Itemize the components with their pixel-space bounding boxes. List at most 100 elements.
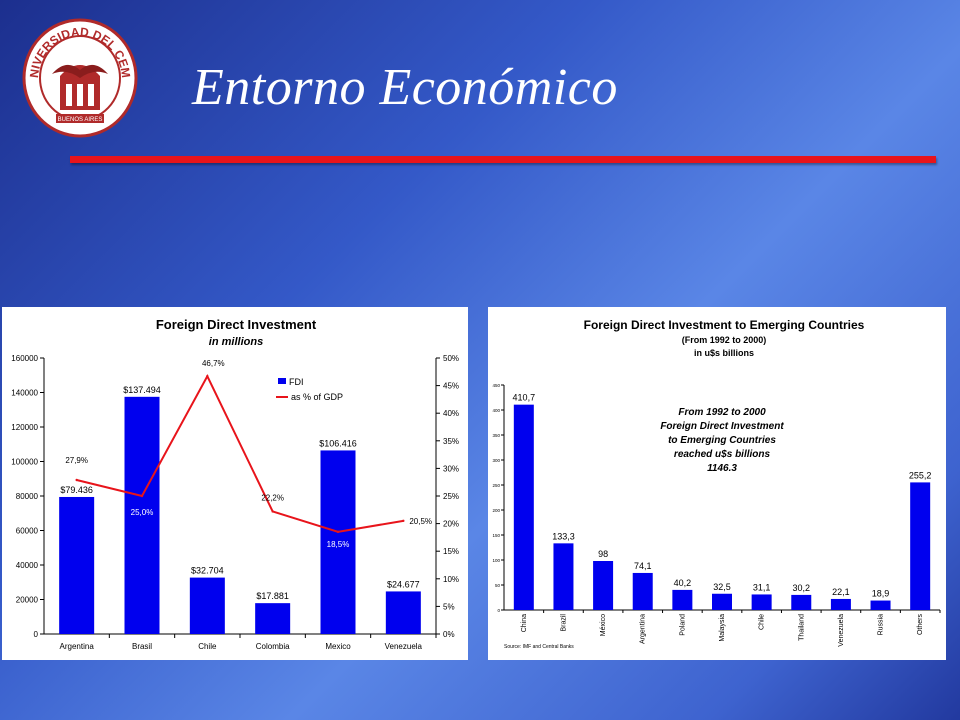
chart1-y-tick-label: 20000 [16,596,39,605]
legend-fdi-label: FDI [289,377,304,387]
emerging-value-label-venezuela: 22,1 [832,587,850,597]
chart2-x-label-poland: Poland [679,614,686,636]
emerging-bar-russia [870,600,891,610]
chart1-x-label-mexico: Mexico [325,642,351,651]
emerging-bar-argentina [632,572,653,610]
chart2-source: Source: IMF and Central Banks [504,644,574,650]
chart1-y2-tick-label: 10% [443,575,459,584]
gdp-share-point-argentina [75,478,78,482]
chart2-y-tick-label: 450 [492,383,500,388]
gdp-share-label-chile: 46,7% [202,359,225,368]
annotation-line-5: 1146.3 [707,463,737,474]
university-seal-icon: UNIVERSIDAD DEL CEMA BUENOS AIRES [20,14,138,138]
chart1-y-tick-label: 120000 [11,423,38,432]
chart1-y2-tick-label: 50% [443,354,459,363]
emerging-bar-mexico [593,561,614,610]
chart2-axes: 0 50 100 150 200 250 300 350 400 450 China Brazil Mé… [492,383,941,647]
fdi-bar-brasil [124,396,160,634]
emerging-value-label-thailand: 30,2 [793,583,811,593]
chart2-y-tick-label: 300 [492,458,500,463]
chart1-y2-tick-label: 0% [443,630,455,639]
gdp-share-point-mexico [336,530,340,534]
chart2-y-tick-label: 400 [492,408,500,413]
fdi-value-label-colombia: $17.881 [256,591,289,601]
gdp-share-label-mexico: 18,5% [327,540,350,549]
emerging-value-label-others: 255,2 [909,470,932,480]
fdi-bar-chile [189,577,225,634]
fdi-value-label-chile: $32.704 [191,566,224,576]
emerging-value-label-mexico: 98 [598,549,608,559]
emerging-value-label-china: 410,7 [513,393,536,403]
chart1-x-label-chile: Chile [198,642,217,651]
chart2-bars [513,404,931,610]
fdi-bar-argentina [59,496,95,634]
chart2-y-tick-label: 0 [497,608,500,613]
chart1-bars [59,396,421,634]
emerging-bar-brazil [553,543,574,610]
chart2-annotation: From 1992 to 2000 Foreign Direct Investm… [660,407,784,474]
legend-gdp-label: as % of GDP [291,392,343,402]
chart1-axes: 0 20000 40000 60000 80000 100000 120000 140000 1… [11,354,459,651]
chart2-x-label-mexico: México [600,614,607,636]
annotation-line-4: reached u$s billions [674,449,771,460]
chart1-y-tick-label: 40000 [16,561,39,570]
chart1-line [75,374,405,534]
chart2-y-tick-label: 200 [492,508,500,513]
gdp-share-point-colombia [271,510,274,513]
chart2-x-label-malaysia: Malaysia [719,614,726,642]
chart2-y-tick-label: 100 [492,558,500,563]
chart1-y2-tick-label: 45% [443,382,459,391]
chart1-y2-tick-label: 35% [443,437,459,446]
chart1-x-label-colombia: Colombia [256,642,290,651]
chart1-y2-tick-label: 20% [443,520,459,529]
chart1-y-tick-label: 160000 [11,354,38,363]
chart1-legend: FDI as % of GDP [276,377,343,402]
chart2-labels: 410,7 133,3 98 74,1 40,2 32,5 31,1 30,2 22,1 18,9… [513,393,932,599]
chart1-y-tick-label: 140000 [11,389,38,398]
chart2-subtitle2: in u$s billions [694,348,754,358]
emerging-value-label-poland: 40,2 [674,578,692,588]
emerging-bar-malaysia [712,593,732,610]
chart1-x-label-brasil: Brasil [132,642,152,651]
gdp-share-line [76,374,404,533]
chart2-y-tick-label: 250 [492,483,500,488]
chart2-x-label-argentina: Argentina [640,614,647,644]
emerging-bar-thailand [791,594,812,610]
chart1-y-tick-label: 60000 [16,527,39,536]
chart1-y2-tick-label: 15% [443,547,459,556]
gdp-share-point-venezuela [402,519,405,523]
chart1-y2-tick-label: 40% [443,409,459,418]
emerging-value-label-brazil: 133,3 [552,531,575,541]
logo-bottom-text: BUENOS AIRES [58,117,103,123]
fdi-emerging-countries-chart: Foreign Direct Investment to Emerging Co… [488,307,946,660]
chart1-y-tick-label: 100000 [11,458,38,467]
gdp-share-label-brasil: 25,0% [131,508,154,517]
fdi-value-label-brasil: $137.494 [123,385,161,395]
chart2-x-label-china: China [521,614,528,632]
annotation-line-1: From 1992 to 2000 [678,407,766,418]
chart2-x-label-chile: Chile [759,614,766,630]
chart2-x-label-brazil: Brazil [560,614,567,632]
gdp-share-label-argentina: 27,9% [65,456,88,465]
emerging-bar-chile [751,594,772,610]
chart1-y2-tick-label: 5% [443,602,455,611]
emerging-value-label-russia: 18,9 [872,589,890,599]
page-title: Entorno Económico [192,59,618,116]
emerging-value-label-malaysia: 32,5 [713,582,731,592]
chart2-title: Foreign Direct Investment to Emerging Co… [584,318,865,332]
fdi-latin-america-chart: Foreign Direct Investment in millions 0 2… [2,307,468,660]
chart1-subtitle: in millions [209,336,263,348]
emerging-bar-china [513,404,534,610]
chart2-x-label-russia: Russia [878,614,885,636]
chart1-x-label-venezuela: Venezuela [385,642,423,651]
title-divider [70,156,936,163]
gdp-share-label-venezuela: 20,5% [409,517,432,526]
legend-fdi-swatch [278,378,286,384]
emerging-bar-venezuela [830,598,851,610]
chart1-y-tick-label: 0 [34,630,39,639]
chart1-labels: $79.436 $137.494 $32.704 $17.881 $106.416 $24… [60,359,432,601]
gdp-share-point-brasil [140,494,144,498]
chart1-y2-tick-label: 25% [443,492,459,501]
chart1-x-label-argentina: Argentina [60,642,95,651]
fdi-bar-colombia [255,603,291,634]
